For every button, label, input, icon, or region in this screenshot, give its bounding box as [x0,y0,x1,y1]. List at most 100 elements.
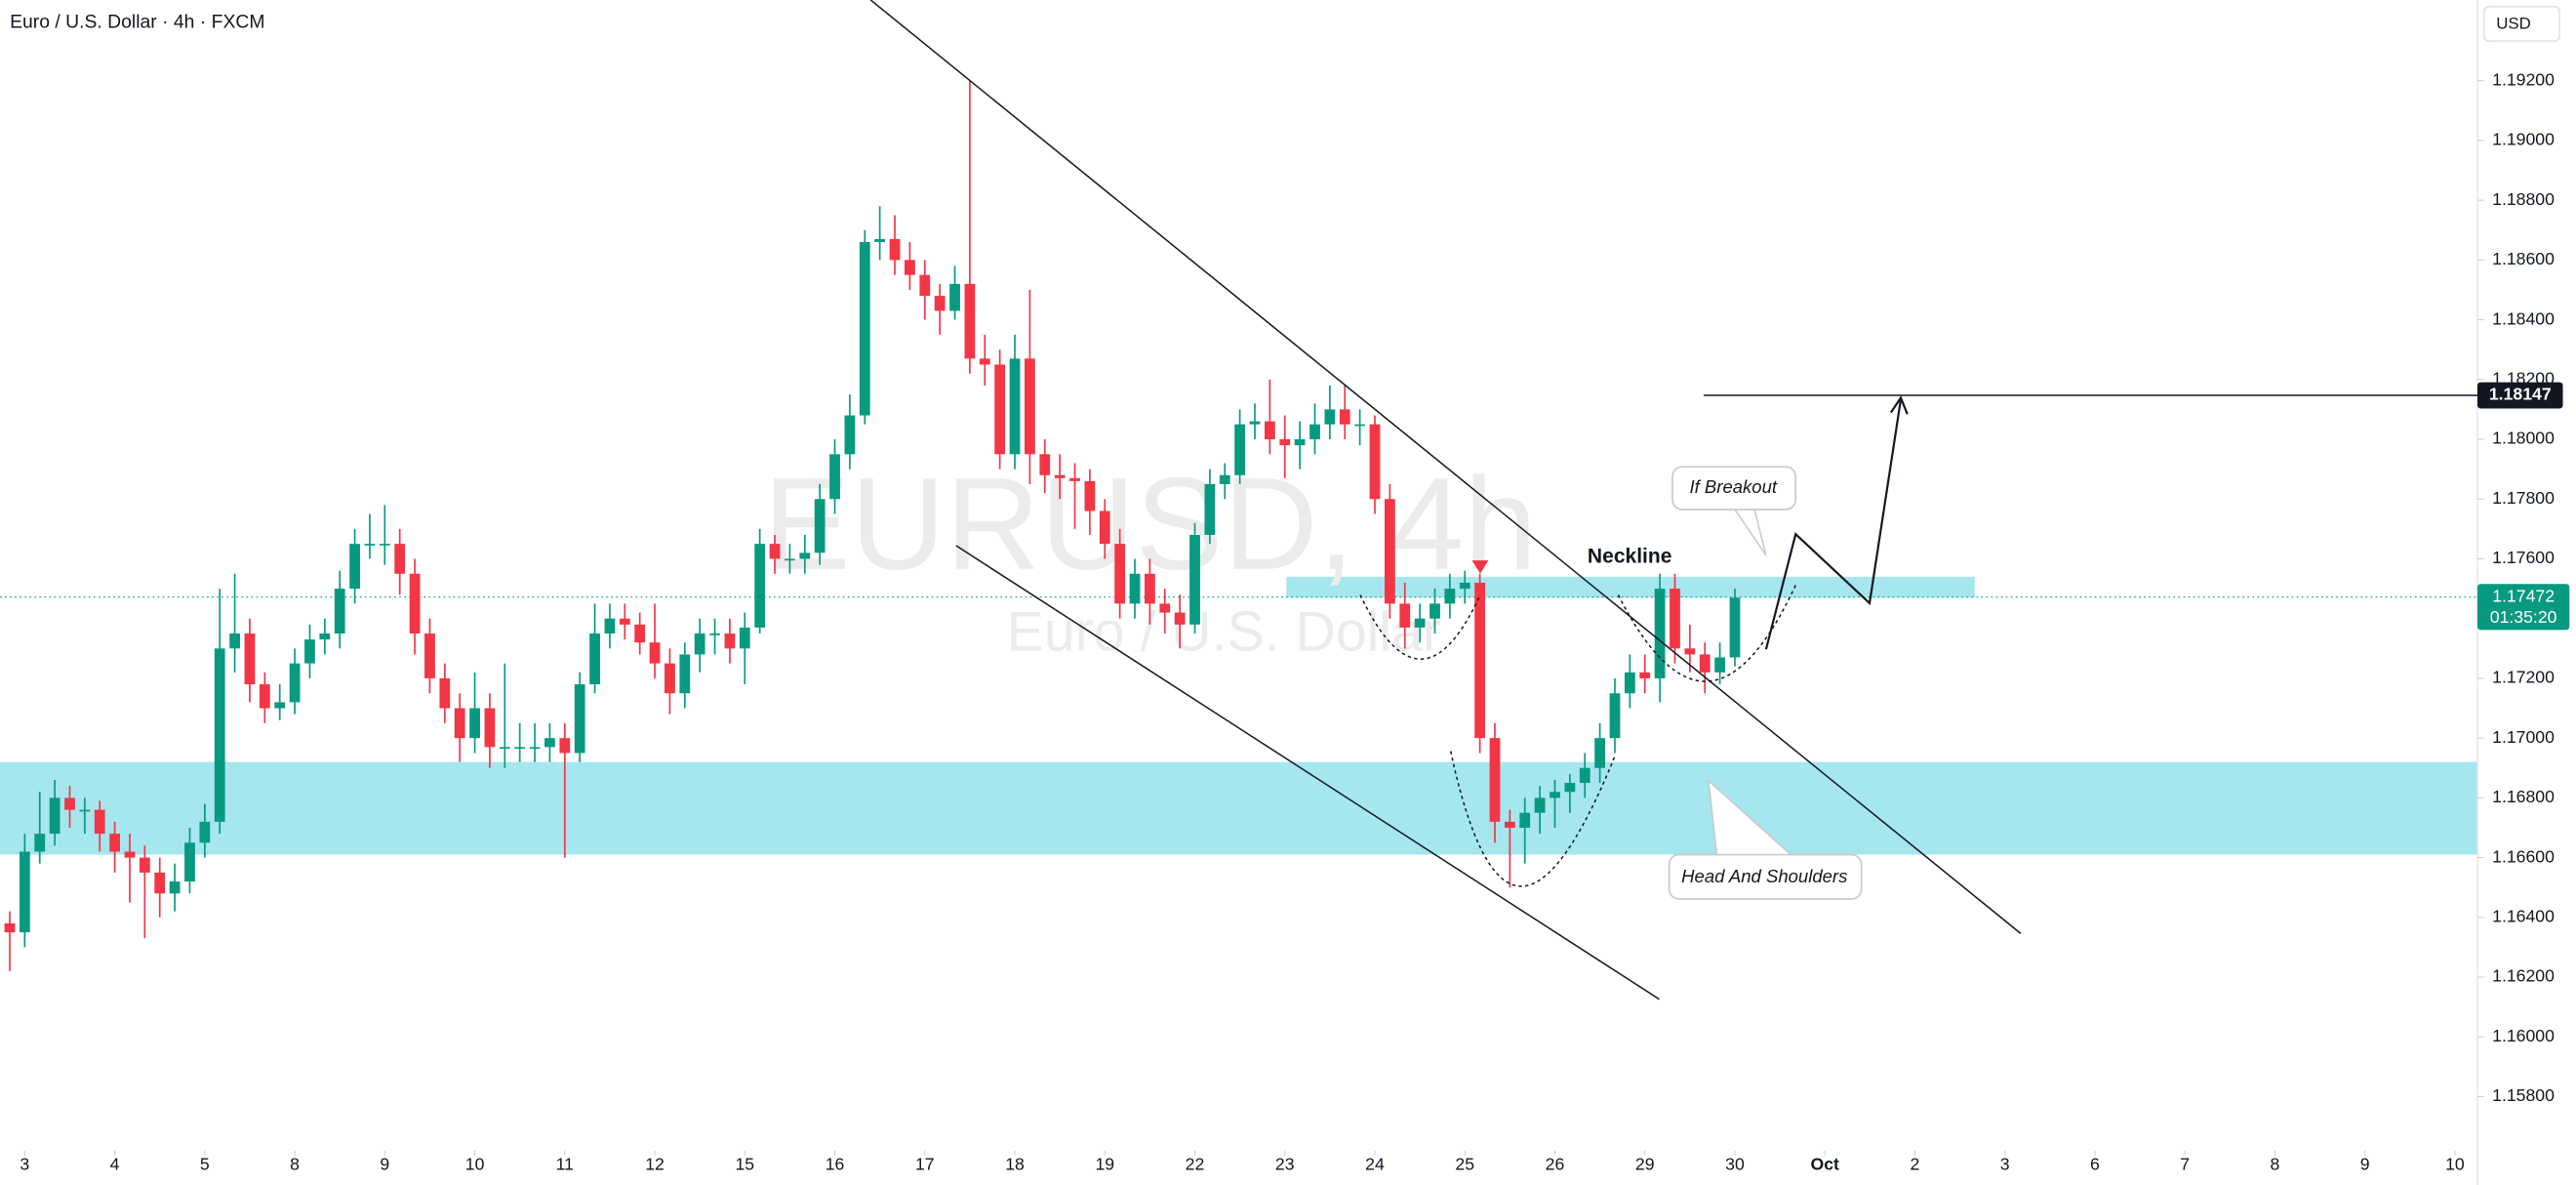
candle-body [1699,654,1711,673]
candle-body [1009,358,1021,455]
candle-body [1339,409,1350,425]
candle-body [79,809,91,812]
last-price-box [2476,584,2570,631]
candle-body [1309,424,1320,440]
annotation-box [1668,853,1863,900]
candle-body [905,260,915,275]
candle-body [919,274,931,297]
level-label-box [2476,382,2563,409]
candle-body [1474,582,1486,739]
candle-body [604,618,616,634]
x-tick-label: 26 [1546,1154,1565,1173]
candle-body [424,633,435,678]
candle-body [1189,534,1200,625]
candle-body [829,454,840,500]
candle-body [1084,480,1096,511]
x-tick-label: 15 [735,1154,754,1173]
breakout-path [1764,399,1903,650]
candle-body [1069,477,1080,481]
candle-body [754,544,766,628]
candle-body [1489,738,1501,822]
x-tick-label: 23 [1275,1154,1295,1173]
zone [1286,576,1975,598]
candle-body [409,573,421,634]
x-tick-label: 22 [1186,1154,1205,1173]
candle-body [724,633,736,649]
chart-title: Euro / U.S. Dollar · 4h · FXCM [10,12,264,33]
countdown: 01:35:20 [2490,607,2557,627]
candle-body [394,544,406,574]
candle-body [1459,582,1470,590]
x-tick-label: 18 [1005,1154,1025,1173]
annotation: Head And Shoulders [1681,866,1847,886]
y-tick-label: 1.19000 [2492,130,2555,149]
candle-body [785,558,795,561]
candle-body [439,677,451,709]
candle-body [19,851,30,933]
right-shoulder-curve [1617,585,1796,682]
x-tick-label: 24 [1365,1154,1385,1173]
candle-body [679,654,691,694]
y-tick-label: 1.18400 [2492,308,2555,328]
candle-body [649,642,661,664]
zones-layer [0,576,2477,855]
candle-body [169,881,181,894]
candle-body [1684,648,1696,655]
candle-body [1504,821,1515,828]
candle-body [1114,544,1126,604]
candle-body [934,296,946,311]
candle-body [814,499,825,553]
y-tick-label: 1.16800 [2492,787,2555,806]
y-tick-label: 1.17600 [2492,548,2555,567]
trendline-lower [955,545,1660,1001]
candle-body [1039,454,1051,475]
candle-body [34,834,46,852]
candle-body [304,639,315,664]
candle-body [1145,573,1155,604]
y-tick-label: 1.17000 [2492,727,2555,747]
y-tick-label: 1.16400 [2492,907,2555,926]
candle-body [1594,738,1606,768]
candle-body [889,238,901,261]
candle-body [739,627,750,649]
candle-body [709,633,720,635]
candle-body [844,415,856,455]
candle-body [799,552,811,559]
candle-body [1054,474,1066,478]
callout-pointer [1734,509,1767,556]
last-price-label: 1.17472 [2492,586,2555,605]
candle-body [4,922,16,933]
candle-body [1609,693,1621,739]
candle-body [1414,618,1426,628]
candle-body [214,648,225,822]
candle-body [184,842,195,882]
x-tick-label: 19 [1095,1154,1114,1173]
candle-body [244,633,256,685]
candle-body [1399,603,1411,628]
candle-body [1369,424,1381,500]
candle-body [94,809,105,835]
candle-body [1174,612,1186,625]
head-curve [1449,751,1616,887]
candle-body [454,708,465,739]
annotation: Neckline [1588,545,1672,567]
candle-body [664,663,675,694]
candle-body [1579,767,1590,784]
marker [1471,560,1489,574]
currency-box[interactable] [2482,5,2561,42]
x-tick-label: 10 [465,1154,485,1173]
x-tick-label: 16 [825,1154,845,1173]
x-tick-label: 4 [110,1154,120,1173]
candle-body [1099,511,1110,545]
candle-body [1294,439,1306,446]
candle-body [499,747,510,750]
candle-body [874,238,886,242]
currency: USD [2496,15,2531,33]
x-tick-label: Oct [1811,1154,1840,1173]
candle-body [139,857,150,873]
candle-body [1025,358,1035,455]
candle-body [1670,589,1680,649]
x-tick-label: 29 [1635,1154,1655,1173]
candle-body [1534,797,1546,813]
left-shoulder-curve [1359,594,1481,660]
